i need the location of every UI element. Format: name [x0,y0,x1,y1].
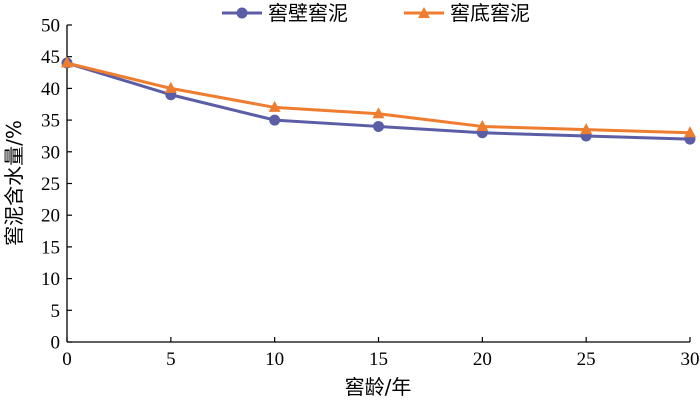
y-axis-title: 窖泥含水量/% [2,120,26,246]
legend-item-series-1: 窖壁窖泥 [222,1,348,25]
x-axis-ticks: 0 5 10 15 20 25 30 [62,337,700,370]
x-tick-label: 20 [473,349,492,370]
data-point-series-2 [164,81,177,93]
legend-marker-series-2 [418,7,430,18]
data-point-series-2 [476,119,489,131]
legend-marker-series-1 [236,7,248,19]
x-tick-label: 25 [577,349,596,370]
y-tick-label: 15 [41,237,60,258]
data-point-series-2 [372,107,385,119]
legend-label-series-2: 窖底窖泥 [450,1,530,25]
legend-label-series-1: 窖壁窖泥 [268,1,348,25]
data-point-series-2 [268,100,281,112]
x-axis-title: 窖龄/年 [345,375,412,399]
data-point-series-2 [580,123,593,135]
x-tick-label: 30 [681,349,700,370]
y-tick-label: 45 [41,47,60,68]
y-tick-label: 10 [41,269,60,290]
plot-area [61,56,696,145]
y-tick-label: 30 [41,142,60,163]
x-tick-label: 10 [265,349,284,370]
y-tick-label: 35 [41,111,60,132]
y-tick-label: 20 [41,206,60,227]
y-tick-label: 0 [51,333,61,354]
data-point-series-1 [269,114,281,126]
y-tick-label: 25 [41,174,60,195]
x-tick-label: 5 [166,349,176,370]
data-point-series-2 [61,56,73,68]
data-point-series-2 [684,126,696,138]
y-axis-ticks: 0 5 10 15 20 25 30 35 40 45 50 [41,16,72,354]
x-tick-label: 15 [369,349,388,370]
y-tick-label: 40 [41,79,60,100]
x-tick-label: 0 [62,349,72,370]
y-tick-label: 50 [41,16,60,37]
data-point-series-1 [373,120,384,132]
y-tick-label: 5 [51,301,61,322]
legend-item-series-2: 窖底窖泥 [404,1,530,25]
legend: 窖壁窖泥 窖底窖泥 [222,1,530,25]
